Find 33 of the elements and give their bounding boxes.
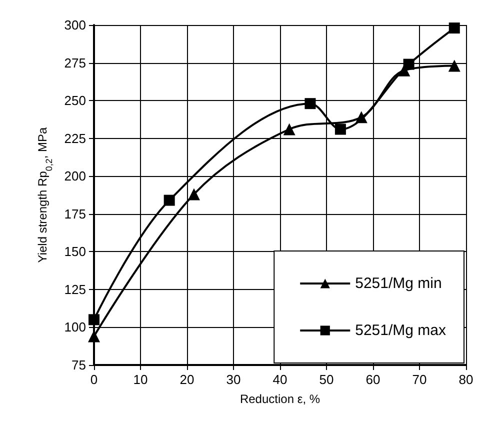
y-tick-label: 175 [64,206,86,222]
point [448,22,460,34]
x-tick-label: 80 [458,372,474,387]
y-tick-label: 100 [64,320,86,335]
y-tick-label: 300 [64,18,86,32]
legend-label: 5251/Mg max [355,322,446,339]
x-axis-title: Reduction ε, % [240,392,320,406]
x-tick-label: 40 [272,372,288,387]
y-tick-label: 125 [64,282,86,297]
x-tick-label: 30 [226,372,241,387]
point [304,98,316,110]
x-tick-label: 70 [412,372,427,387]
x-tick-label: 20 [180,372,194,387]
x-tick-label: 50 [319,372,334,387]
point [164,194,175,206]
point [355,111,368,124]
y-tick-label: 200 [64,168,86,184]
point [334,124,346,135]
y-tick-label: 75 [72,358,86,372]
y-axis-title: Yield strength Rp0,2, MPa [35,126,54,263]
y-tick-label: 275 [64,55,86,70]
point [283,123,296,136]
point [448,60,460,72]
point [188,188,200,200]
y-tick-label: 150 [64,244,86,260]
x-tick-label: 60 [366,372,380,387]
legend-label: 5251/Mg min [355,275,442,292]
x-tick-label: 0 [90,372,98,387]
y-tick-label: 225 [64,130,86,146]
x-tick-label: 10 [133,372,148,387]
point [88,314,100,326]
y-tick-label: 250 [64,93,86,108]
point [403,58,414,70]
